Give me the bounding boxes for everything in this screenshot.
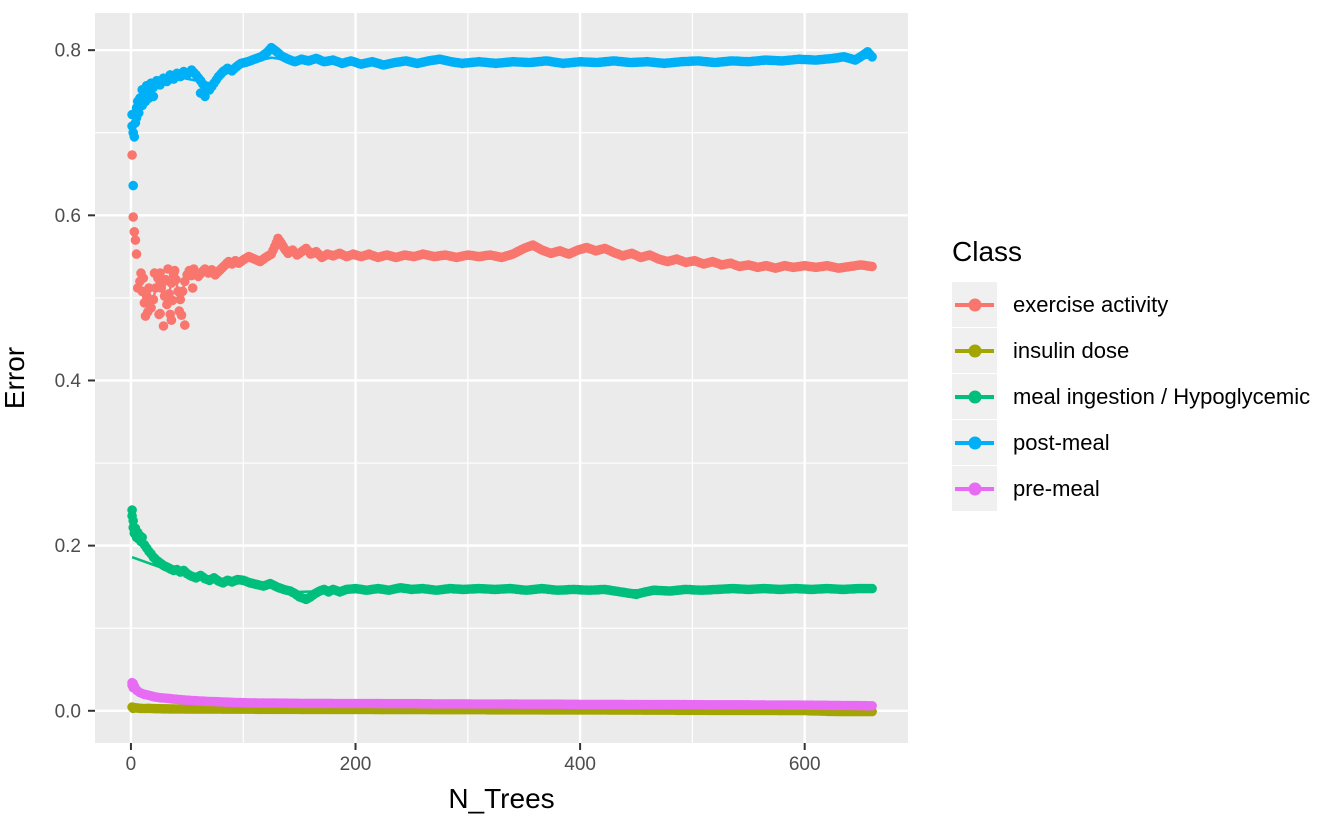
series-points: [127, 42, 877, 191]
legend-label: post-meal: [1013, 429, 1110, 455]
y-tick-label: 0.2: [55, 536, 81, 557]
point-glyph-icon: [968, 298, 981, 312]
y-tick-label: 0.0: [55, 701, 81, 722]
legend-label: insulin dose: [1013, 337, 1130, 363]
data-point: [177, 286, 188, 297]
panel-background: [95, 13, 908, 743]
data-point: [867, 52, 877, 62]
legend-label: meal ingestion / Hypoglycemic: [1013, 383, 1311, 409]
legend-item-meal-ingestion-hypoglycemic: meal ingestion / Hypoglycemic: [952, 374, 1310, 420]
data-point: [867, 583, 877, 594]
data-point: [128, 516, 138, 526]
series-points: [127, 150, 877, 331]
data-point: [129, 227, 140, 237]
data-point: [145, 294, 155, 305]
data-point: [134, 108, 144, 118]
y-axis-title: Error: [0, 346, 30, 410]
data-point: [180, 320, 190, 330]
data-point: [156, 283, 167, 293]
data-point: [137, 532, 147, 543]
data-point: [131, 249, 142, 259]
point-glyph-icon: [968, 482, 981, 496]
data-point: [148, 91, 159, 102]
data-point: [166, 315, 177, 326]
data-point: [128, 180, 138, 191]
data-point: [187, 283, 198, 293]
legend-item-insulin-dose: insulin dose: [952, 328, 1310, 374]
legend-key-exercise-activity: [952, 282, 997, 328]
data-point: [127, 150, 137, 160]
data-point: [160, 274, 171, 285]
data-point: [171, 274, 181, 285]
data-point: [167, 295, 178, 306]
point-glyph-icon: [968, 344, 981, 358]
legend-item-post-meal: post-meal: [952, 420, 1310, 466]
data-point: [176, 310, 187, 321]
data-point: [128, 678, 138, 689]
data-point: [155, 308, 165, 319]
data-point: [144, 283, 154, 293]
data-point: [175, 294, 186, 305]
legend-key-insulin-dose: [952, 328, 997, 374]
legend-key-post-meal: [952, 420, 997, 466]
x-tick-label: 0: [126, 754, 137, 775]
data-point: [128, 522, 138, 533]
point-glyph-icon: [968, 436, 981, 450]
legend: Class exercise activity insulin dose mea…: [952, 236, 1310, 512]
data-point: [867, 701, 877, 711]
y-tick-label: 0.4: [55, 371, 82, 392]
data-point: [130, 235, 141, 245]
legend-title: Class: [952, 236, 1023, 267]
legend-label: pre-meal: [1013, 475, 1100, 501]
legend-item-exercise-activity: exercise activity: [952, 282, 1310, 328]
x-axis-title: N_Trees: [448, 783, 555, 814]
series-points: [127, 677, 877, 711]
x-tick-label: 400: [564, 754, 596, 775]
data-point: [138, 273, 149, 283]
point-glyph-icon: [968, 390, 981, 404]
x-tick-label: 600: [789, 754, 821, 775]
legend-label: exercise activity: [1013, 291, 1169, 317]
legend-key-pre-meal: [952, 466, 997, 512]
x-tick-label: 200: [340, 754, 372, 775]
legend-item-pre-meal: pre-meal: [952, 466, 1310, 512]
y-tick-label: 0.8: [55, 41, 81, 62]
legend-items: exercise activity insulin dose meal inge…: [952, 282, 1310, 512]
data-point: [128, 212, 138, 222]
data-point: [200, 91, 210, 102]
series-points: [127, 505, 877, 605]
data-point: [867, 261, 877, 272]
data-point: [149, 268, 160, 278]
y-tick-label: 0.6: [55, 206, 81, 227]
legend-key-meal-ingestion: [952, 374, 997, 420]
data-point: [129, 132, 140, 142]
data-point: [158, 321, 169, 331]
data-point: [169, 265, 180, 276]
data-point: [143, 307, 153, 317]
